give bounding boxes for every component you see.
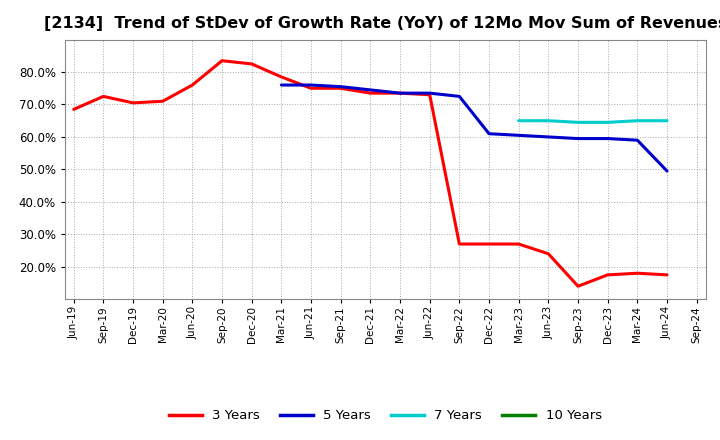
Legend: 3 Years, 5 Years, 7 Years, 10 Years: 3 Years, 5 Years, 7 Years, 10 Years bbox=[163, 404, 607, 428]
Title: [2134]  Trend of StDev of Growth Rate (YoY) of 12Mo Mov Sum of Revenues: [2134] Trend of StDev of Growth Rate (Yo… bbox=[43, 16, 720, 32]
